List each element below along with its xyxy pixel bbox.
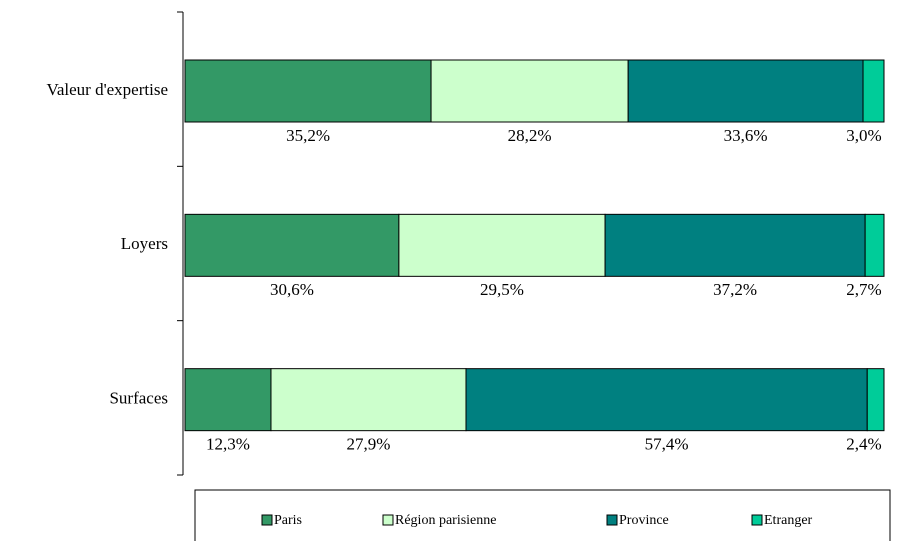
legend-swatch [261, 514, 273, 526]
legend-box [194, 489, 891, 541]
legend-label: Province [619, 513, 669, 528]
value-label: 29,5% [480, 280, 524, 299]
value-label: 30,6% [270, 280, 314, 299]
bar-segment [184, 59, 432, 123]
bar-segment [627, 59, 864, 123]
bar-segment [184, 368, 272, 432]
category-label: Valeur d'expertise [46, 80, 168, 99]
bar-segment [862, 59, 885, 123]
bar-segment [864, 213, 885, 277]
legend-swatch [751, 514, 763, 526]
legend-label: Paris [274, 513, 302, 528]
value-label: 2,7% [846, 280, 881, 299]
legend-label: Etranger [764, 513, 813, 528]
value-label: 37,2% [713, 280, 757, 299]
bar-segment [270, 368, 467, 432]
value-label: 28,2% [508, 126, 552, 145]
bar-segment [184, 213, 400, 277]
bar-segment [398, 213, 606, 277]
legend-swatch [606, 514, 618, 526]
category-label: Surfaces [109, 389, 168, 408]
bar-segment [465, 368, 868, 432]
value-label: 2,4% [846, 435, 881, 454]
value-label: 3,0% [846, 126, 881, 145]
value-label: 27,9% [347, 435, 391, 454]
bar-segment [604, 213, 866, 277]
value-label: 33,6% [724, 126, 768, 145]
value-label: 12,3% [206, 435, 250, 454]
category-label: Loyers [121, 234, 168, 253]
value-label: 57,4% [645, 435, 689, 454]
legend-swatch [382, 514, 394, 526]
bar-segment [430, 59, 629, 123]
legend-label: Région parisienne [395, 513, 496, 528]
bar-segment [866, 368, 885, 432]
value-label: 35,2% [286, 126, 330, 145]
